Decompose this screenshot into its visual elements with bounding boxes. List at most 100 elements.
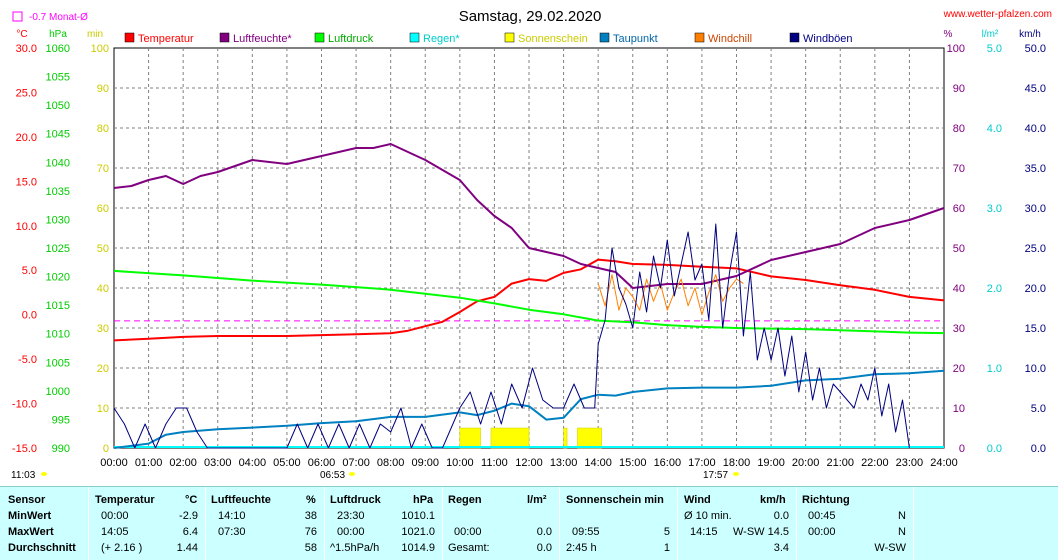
- website-link[interactable]: www.wetter-pfalzen.com: [943, 9, 1052, 20]
- min-temp-time: 00:00: [101, 510, 129, 522]
- pressure-tick-label: 1020: [46, 272, 70, 284]
- header-wind: Wind: [684, 494, 711, 506]
- max-hum-value: 76: [304, 526, 317, 538]
- header-direction: Richtung: [802, 494, 850, 506]
- pressure-tick-label: 1045: [46, 129, 70, 141]
- avg-dir-value: W-SW: [874, 542, 906, 554]
- wind-tick-label: 5.0: [1031, 403, 1046, 415]
- avg-temp-value: 1.44: [176, 542, 198, 554]
- avg-temp-trend: (+ 2.16 ): [101, 542, 143, 554]
- x-tick-label: 06:00: [308, 457, 336, 469]
- pressure-tick-label: 1015: [46, 300, 70, 312]
- rain-tick-label: 3.0: [987, 203, 1002, 215]
- wind-tick-label: 35.0: [1025, 163, 1046, 175]
- x-tick-label: 01:00: [135, 457, 163, 469]
- x-tick-label: 18:00: [723, 457, 751, 469]
- max-press-time: 00:00: [337, 526, 365, 538]
- pressure-tick-label: 1005: [46, 357, 70, 369]
- sunshine-tick-label: 60: [97, 203, 109, 215]
- x-tick-label: 17:00: [688, 457, 716, 469]
- sunshine-bar: [563, 427, 568, 449]
- max-dir-time: 00:00: [808, 526, 836, 538]
- humidity-axis-unit: %: [944, 29, 953, 40]
- x-tick-label: 10:00: [446, 457, 474, 469]
- max-hum-time: 07:30: [218, 526, 246, 538]
- min-wind-time: Ø 10 min.: [684, 510, 732, 522]
- column-divider: [913, 487, 914, 560]
- wind-tick-label: 0.0: [1031, 443, 1046, 455]
- wind-tick-label: 45.0: [1025, 83, 1046, 95]
- x-tick-label: 04:00: [239, 457, 267, 469]
- pressure-tick-label: 1030: [46, 214, 70, 226]
- avg-press-trend: ^1.5hPa/h: [330, 542, 380, 554]
- min-hum-value: 38: [304, 510, 317, 522]
- humidity-tick-label: 30: [953, 323, 965, 335]
- x-tick-label: 22:00: [861, 457, 889, 469]
- x-tick-label: 09:00: [411, 457, 439, 469]
- legend-swatch: [599, 32, 610, 43]
- legend-swatch: [219, 32, 230, 43]
- max-rain-time: 00:00: [454, 526, 482, 538]
- legend-swatch: [314, 32, 325, 43]
- x-tick-label: 23:00: [896, 457, 924, 469]
- wind-axis-unit: km/h: [1019, 29, 1041, 40]
- wind-tick-label: 50.0: [1025, 43, 1046, 55]
- sunrise-time: 06:53: [320, 470, 345, 481]
- header-sunshine: Sonnenschein min: [566, 494, 664, 506]
- x-tick-label: 05:00: [273, 457, 301, 469]
- x-tick-label: 19:00: [757, 457, 785, 469]
- sunset-icon: [733, 472, 739, 476]
- sunshine-tick-label: 70: [97, 163, 109, 175]
- sunshine-tick-label: 50: [97, 243, 109, 255]
- column-divider: [205, 487, 206, 560]
- pressure-tick-label: 1035: [46, 186, 70, 198]
- x-tick-label: 21:00: [826, 457, 854, 469]
- legend-label: Temperatur: [138, 33, 194, 45]
- legend-swatch: [504, 32, 515, 43]
- sunset-time: 17:57: [703, 470, 728, 481]
- avg-press-value: 1014.9: [401, 542, 435, 554]
- pressure-axis-unit: hPa: [49, 29, 67, 40]
- humidity-tick-label: 70: [953, 163, 965, 175]
- humidity-tick-label: 80: [953, 123, 965, 135]
- sunrise-icon: [349, 472, 355, 476]
- x-tick-label: 12:00: [515, 457, 543, 469]
- avg-hum-value: 58: [304, 542, 317, 554]
- sunshine-tick-label: 90: [97, 83, 109, 95]
- wind-tick-label: 10.0: [1025, 363, 1046, 375]
- legend-label: Luftdruck: [328, 33, 374, 45]
- temperature-tick-label: 10.0: [16, 221, 37, 233]
- column-divider: [559, 487, 560, 560]
- min-press-value: 1010.1: [401, 510, 435, 522]
- legend-label: Taupunkt: [613, 33, 658, 45]
- legend-swatch: [694, 32, 705, 43]
- min-dir-time: 00:45: [808, 510, 836, 522]
- sunshine-tick-label: 10: [97, 403, 109, 415]
- max-press-value: 1021.0: [401, 526, 435, 538]
- max-sun-value: 5: [663, 526, 670, 538]
- sunshine-tick-label: 20: [97, 363, 109, 375]
- x-tick-label: 08:00: [377, 457, 405, 469]
- x-tick-label: 00:00: [100, 457, 128, 469]
- temperature-axis-unit: °C: [16, 29, 27, 40]
- header-temperature-unit: °C: [185, 494, 198, 506]
- statistics-table: Sensor Temperatur °C Luftfeuchte % Luftd…: [0, 486, 1058, 560]
- humidity-tick-label: 50: [953, 243, 965, 255]
- min-press-time: 23:30: [337, 510, 365, 522]
- min-hum-time: 14:10: [218, 510, 246, 522]
- pressure-tick-label: 1010: [46, 329, 70, 341]
- pressure-tick-label: 1060: [46, 43, 70, 55]
- column-divider: [88, 487, 89, 560]
- weather-chart: °C 30.0 25.0 20.0 15.0 10.0 5.0 0.0 -5.0 -10.0 -15…: [11, 8, 1052, 481]
- header-pressure: Luftdruck: [330, 494, 381, 506]
- rain-total-value: 0.0: [536, 542, 552, 554]
- y-axes: °C 30.0 25.0 20.0 15.0 10.0 5.0 0.0 -5.0 -10.0 -15…: [12, 29, 1046, 455]
- series-line-temperatur: [113, 258, 945, 342]
- sunshine-tick-label: 0: [103, 443, 109, 455]
- max-wind-time: 14:15: [690, 526, 718, 538]
- avg-wind-value: 3.4: [773, 542, 789, 554]
- rain-total-label: Gesamt:: [448, 542, 490, 554]
- humidity-tick-label: 100: [947, 43, 965, 55]
- humidity-tick-label: 60: [953, 203, 965, 215]
- pressure-tick-label: 1000: [46, 386, 70, 398]
